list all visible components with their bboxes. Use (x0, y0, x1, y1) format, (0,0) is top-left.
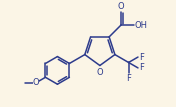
Text: O: O (118, 2, 124, 11)
Text: O: O (33, 78, 39, 87)
Text: OH: OH (135, 21, 148, 30)
Text: F: F (139, 53, 144, 62)
Text: F: F (126, 74, 131, 83)
Text: O: O (97, 68, 103, 77)
Text: F: F (139, 63, 144, 72)
